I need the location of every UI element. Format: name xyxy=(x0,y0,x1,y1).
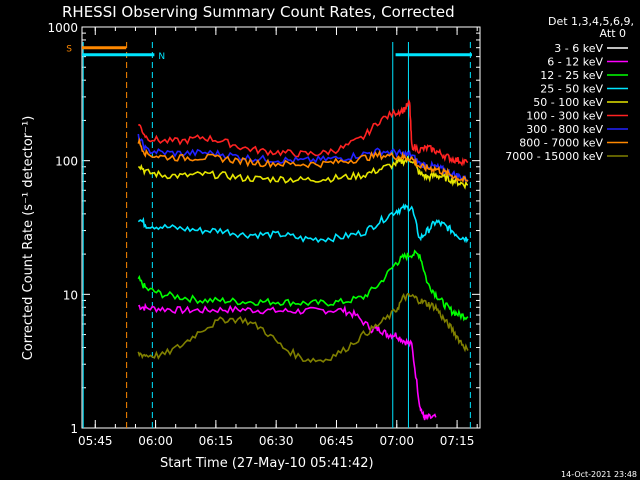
x-tick-label: 07:00 xyxy=(379,434,414,448)
y-axis-label: Corrected Count Rate (s⁻¹ detector⁻¹) xyxy=(21,116,36,361)
plot-frame xyxy=(81,26,481,429)
chart-title: RHESSI Observing Summary Count Rates, Co… xyxy=(62,3,455,21)
series-line xyxy=(137,202,469,244)
legend-label: 7000 - 15000 keV xyxy=(505,150,603,163)
x-tick-label: 06:45 xyxy=(319,434,354,448)
x-tick-label: 07:15 xyxy=(440,434,475,448)
legend-label: 800 - 7000 keV xyxy=(519,137,603,150)
x-tick-label: 05:45 xyxy=(78,434,113,448)
legend-header-detectors: Det 1,3,4,5,6,9, xyxy=(548,15,634,28)
legend-label: 6 - 12 keV xyxy=(547,56,603,69)
x-tick-label: 06:00 xyxy=(138,434,173,448)
flag-label: S xyxy=(66,45,72,55)
x-tick-label: 06:15 xyxy=(199,434,234,448)
series-line xyxy=(138,155,469,190)
y-tick-label: 1 xyxy=(70,422,78,436)
series-line xyxy=(137,137,469,184)
legend-label: 50 - 100 keV xyxy=(533,96,603,109)
legend-label: 300 - 800 keV xyxy=(526,123,603,136)
legend-label: 25 - 50 keV xyxy=(540,83,603,96)
y-tick-label: 100 xyxy=(55,155,78,169)
legend-label: 100 - 300 keV xyxy=(526,110,603,123)
plot-area: 1 10 100 1000 05:45 06:00 06:15 06:30 06:45 07:00… xyxy=(47,21,481,448)
legend-label: 3 - 6 keV xyxy=(554,42,603,55)
series-line xyxy=(137,292,469,364)
series-line xyxy=(137,133,469,183)
y-tick-label: 10 xyxy=(63,288,78,302)
series-line xyxy=(137,249,469,322)
y-tick-label: 1000 xyxy=(47,21,78,35)
x-tick-label: 06:30 xyxy=(259,434,294,448)
series-line xyxy=(138,302,437,421)
x-axis-label: Start Time (27-May-10 05:41:42) xyxy=(160,456,374,471)
footer-timestamp: 14-Oct-2021 23:48 xyxy=(561,470,637,479)
legend-header-attenuator: Att 0 xyxy=(600,27,626,40)
flag-label: N xyxy=(158,52,165,62)
series-line xyxy=(138,98,469,167)
legend-label: 12 - 25 keV xyxy=(540,69,603,82)
